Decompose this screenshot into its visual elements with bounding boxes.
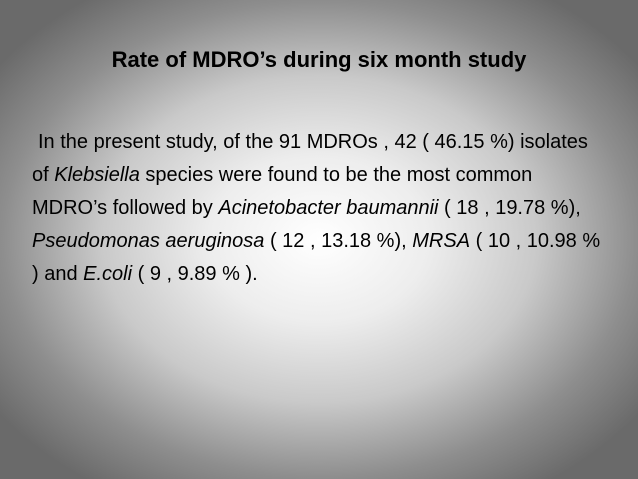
ecoli-name: E.coli	[83, 263, 133, 285]
body-text-6: ( 9 , 9.89 % ).	[132, 263, 258, 285]
body-paragraph: In the present study, of the 91 MDROs , …	[32, 126, 606, 291]
mrsa-name: MRSA	[412, 230, 471, 252]
body-text-1: In the present study, of the 91 MDROs , …	[32, 131, 588, 186]
slide-body: In the present study, of the 91 MDROs , …	[32, 126, 606, 291]
pseudomonas-name: Pseudomonas aeruginosa	[32, 230, 265, 252]
body-text-5: ( 10 , 10.98 % ) and	[32, 230, 601, 285]
klebsiella-name: Klebsiella	[54, 164, 140, 186]
acinetobacter-name: Acinetobacter baumannii	[218, 197, 439, 219]
slide-title: Rate of MDRO’s during six month study	[111, 47, 527, 72]
body-text-2: species were found to be the most common…	[32, 164, 533, 219]
body-text-3: ( 18 , 19.78 %),	[438, 197, 581, 219]
body-text-4: ( 12 , 13.18 %),	[264, 230, 413, 252]
